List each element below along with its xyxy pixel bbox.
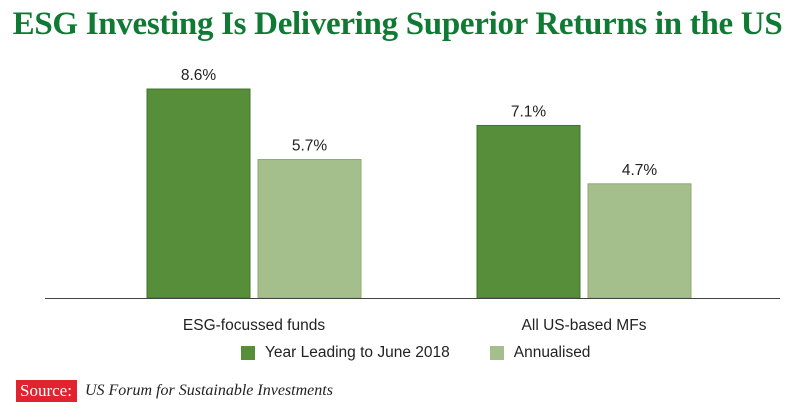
legend: Year Leading to June 2018 Annualised: [241, 344, 630, 362]
data-label-annualised-0: 5.7%: [292, 137, 328, 154]
source-label: Source:: [16, 380, 77, 402]
bar-chart: 8.6% 5.7% ESG-focussed funds 7.1% 4.7% All US…: [45, 67, 780, 334]
legend-label-annualised: Annualised: [513, 344, 591, 361]
chart-title: ESG Investing Is Delivering Superior Ret…: [12, 6, 783, 42]
data-label-year-0: 8.6%: [181, 67, 217, 84]
data-label-year-1: 7.1%: [511, 103, 547, 120]
legend-item-annualised: Annualised: [489, 344, 591, 362]
source-text: US Forum for Sustainable Investments: [84, 382, 333, 399]
category-label-0: ESG-focussed funds: [183, 317, 325, 334]
data-label-annualised-1: 4.7%: [622, 162, 658, 179]
legend-label-year: Year Leading to June 2018: [265, 344, 450, 361]
bar-annualised-1: [587, 183, 692, 299]
legend-swatch-annualised: [489, 346, 504, 360]
legend-item-year: Year Leading to June 2018: [241, 344, 450, 362]
source-line: Source: US Forum for Sustainable Investm…: [16, 380, 333, 402]
category-label-1: All US-based MFs: [522, 317, 647, 334]
bar-year-1: [476, 124, 581, 299]
bar-year-0: [146, 88, 251, 299]
legend-swatch-year: [241, 346, 255, 360]
bar-annualised-0: [257, 158, 362, 299]
